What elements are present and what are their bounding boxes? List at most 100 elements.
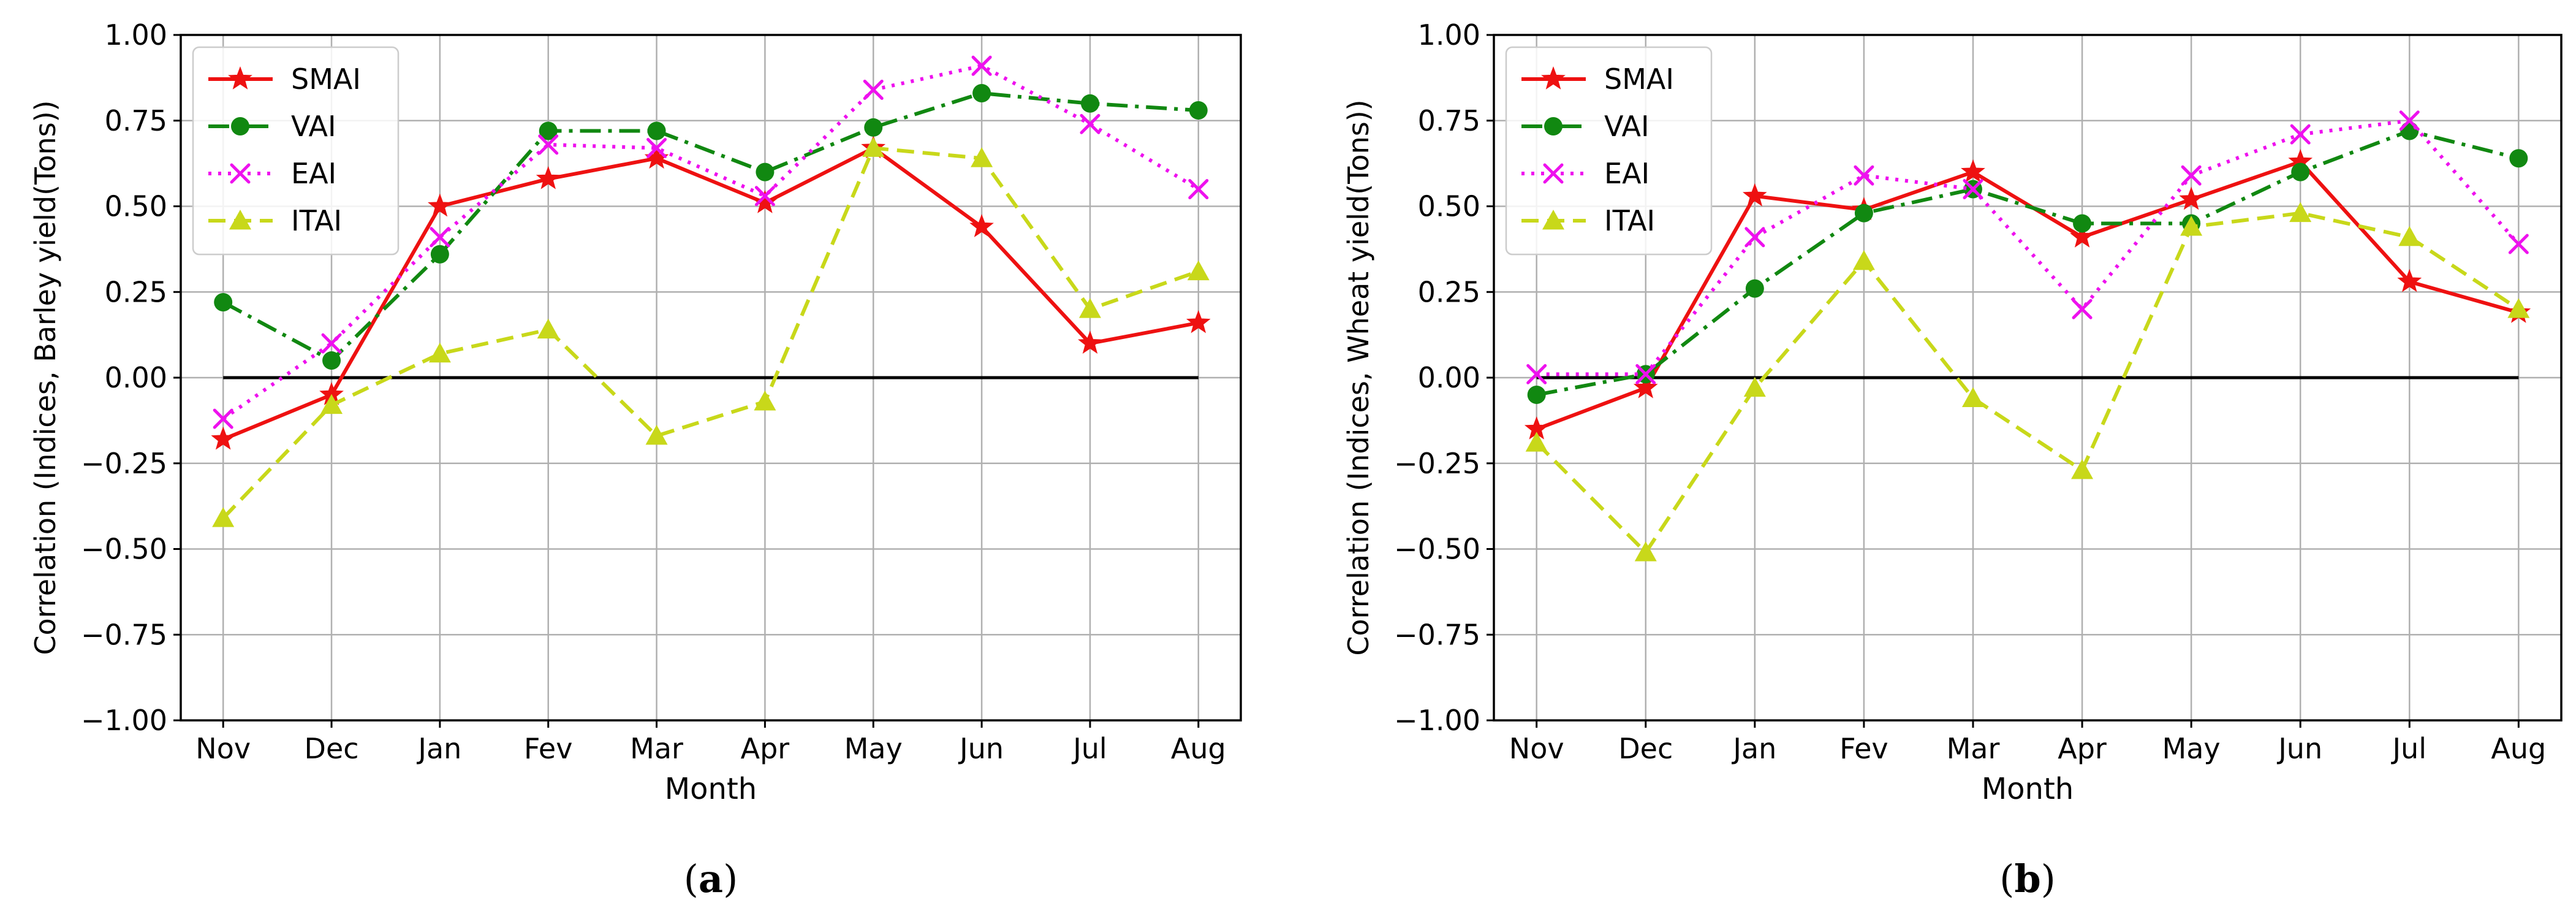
series-line-eai: [222, 64, 1200, 421]
legend-marker-smai: [228, 66, 252, 90]
data-point-itai-aug: [1187, 260, 1210, 281]
data-point-smai-jul: [1078, 330, 1102, 354]
x-tick-label: Aug: [2491, 732, 2546, 765]
y-axis-label: Correlation (Indices, Barley yield(Tons)…: [29, 101, 62, 655]
data-point-smai-jan: [1743, 183, 1767, 207]
x-tick-label: Jul: [1071, 732, 1107, 765]
data-point-vai-jul: [1080, 94, 1099, 113]
y-tick-label: −0.50: [1394, 533, 1480, 566]
series-line-smai: [222, 146, 1199, 441]
y-axis-label: Correlation (Indices, Wheat yield(Tons)): [1342, 99, 1375, 655]
x-tick-label: Apr: [2058, 732, 2107, 765]
data-point-eai-nov: [213, 408, 233, 429]
data-point-itai-nov: [212, 507, 235, 527]
series-line-itai: [222, 146, 1199, 520]
data-point-itai-jun: [2289, 202, 2312, 223]
legend: SMAI VAI EAI ITAI: [1505, 46, 1713, 256]
data-point-itai-apr: [754, 391, 776, 411]
series-vai: [1527, 121, 2528, 404]
data-point-smai-jul: [2397, 269, 2422, 292]
series-line-eai: [1536, 118, 2520, 376]
panel-label: (b): [1999, 856, 2056, 901]
data-point-eai-fev: [1854, 165, 1874, 186]
x-axis-label: Month: [1982, 772, 2074, 806]
chart-panel-a: Nov Dec Jan Fev Mar Apr May Jun Jul Aug −1.00 −0.75…: [29, 18, 1242, 901]
legend-label-vai: VAI: [291, 110, 336, 143]
legend-label-smai: SMAI: [1604, 63, 1674, 96]
x-tick-label: Apr: [741, 732, 790, 765]
data-point-eai-jan: [430, 227, 450, 248]
series-itai: [212, 137, 1210, 527]
legend-label-eai: EAI: [291, 157, 336, 190]
data-point-itai-jul: [2398, 226, 2421, 246]
data-point-vai-fev: [539, 121, 558, 140]
data-point-vai-nov: [214, 293, 233, 312]
y-tick-label: 0.75: [105, 104, 167, 137]
data-point-eai-dec: [321, 333, 342, 354]
data-point-vai-jun: [2291, 162, 2310, 181]
data-point-vai-nov: [1527, 385, 1546, 404]
data-point-itai-jun: [971, 147, 993, 167]
data-point-itai-may: [2180, 216, 2203, 236]
legend-marker-eai: [230, 163, 251, 184]
data-point-eai-dec: [1635, 364, 1656, 384]
y-tick-label: 1.00: [1418, 18, 1480, 51]
data-point-itai-nov: [1525, 432, 1548, 452]
data-point-itai-fev: [1852, 250, 1875, 270]
data-point-itai-aug: [2507, 298, 2530, 318]
panel-letter: a: [699, 856, 723, 901]
data-point-eai-jun: [2290, 124, 2311, 145]
x-tick-label: Dec: [305, 732, 359, 765]
data-point-eai-aug: [2508, 234, 2529, 254]
data-point-itai-dec: [1634, 541, 1657, 562]
legend-marker-itai: [229, 210, 251, 230]
data-point-smai-dec: [1633, 375, 1658, 398]
data-point-itai-jul: [1078, 298, 1101, 318]
data-point-smai-fev: [536, 166, 561, 189]
y-tick-label: 0.50: [1418, 190, 1480, 223]
data-point-eai-apr: [2072, 299, 2093, 319]
data-point-eai-may: [2181, 165, 2202, 186]
x-tick-label: Jan: [1731, 732, 1776, 765]
data-point-itai-mar: [1961, 387, 1984, 407]
legend-label-smai: SMAI: [291, 63, 361, 96]
data-point-eai-mar: [646, 137, 667, 158]
data-point-eai-jul: [2399, 110, 2420, 131]
data-point-eai-jun: [971, 55, 992, 76]
y-tick-label: −0.50: [81, 533, 167, 566]
data-point-itai-jan: [428, 342, 451, 363]
y-tick-label: 0.75: [1418, 104, 1480, 137]
y-tick-label: −0.25: [81, 447, 167, 480]
data-point-smai-jan: [428, 193, 452, 217]
data-point-eai-fev: [538, 134, 559, 155]
x-tick-label: Jun: [2276, 732, 2322, 765]
y-tick-label: −1.00: [1394, 704, 1480, 737]
legend-label-vai: VAI: [1604, 110, 1650, 143]
data-point-vai-jul: [2400, 121, 2419, 140]
x-tick-label: Mar: [630, 732, 683, 765]
x-tick-label: Dec: [1618, 732, 1673, 765]
data-point-eai-jan: [1744, 227, 1765, 248]
y-tick-label: 0.25: [1418, 275, 1480, 308]
x-tick-label: Nov: [195, 732, 251, 765]
y-tick-label: 0.00: [1418, 361, 1480, 394]
x-tick-label: Fev: [1839, 732, 1888, 765]
y-tick-label: −0.75: [81, 618, 167, 651]
data-point-vai-jan: [1745, 279, 1764, 298]
data-point-vai-aug: [2509, 149, 2528, 168]
data-point-vai-jun: [972, 84, 991, 103]
legend-marker-vai: [231, 117, 249, 135]
data-point-eai-may: [863, 79, 884, 100]
legend-label-itai: ITAI: [291, 204, 342, 237]
panel-label: (a): [684, 856, 738, 901]
data-point-smai-jun: [969, 214, 994, 237]
data-point-vai-aug: [1189, 101, 1208, 120]
panel-letter: b: [2014, 856, 2040, 901]
data-point-vai-mar: [647, 121, 666, 140]
x-tick-label: Fev: [524, 732, 572, 765]
series-line-vai: [1536, 129, 2520, 397]
x-tick-label: May: [2162, 732, 2221, 765]
series-vai: [214, 84, 1208, 370]
series-itai: [1525, 202, 2530, 562]
